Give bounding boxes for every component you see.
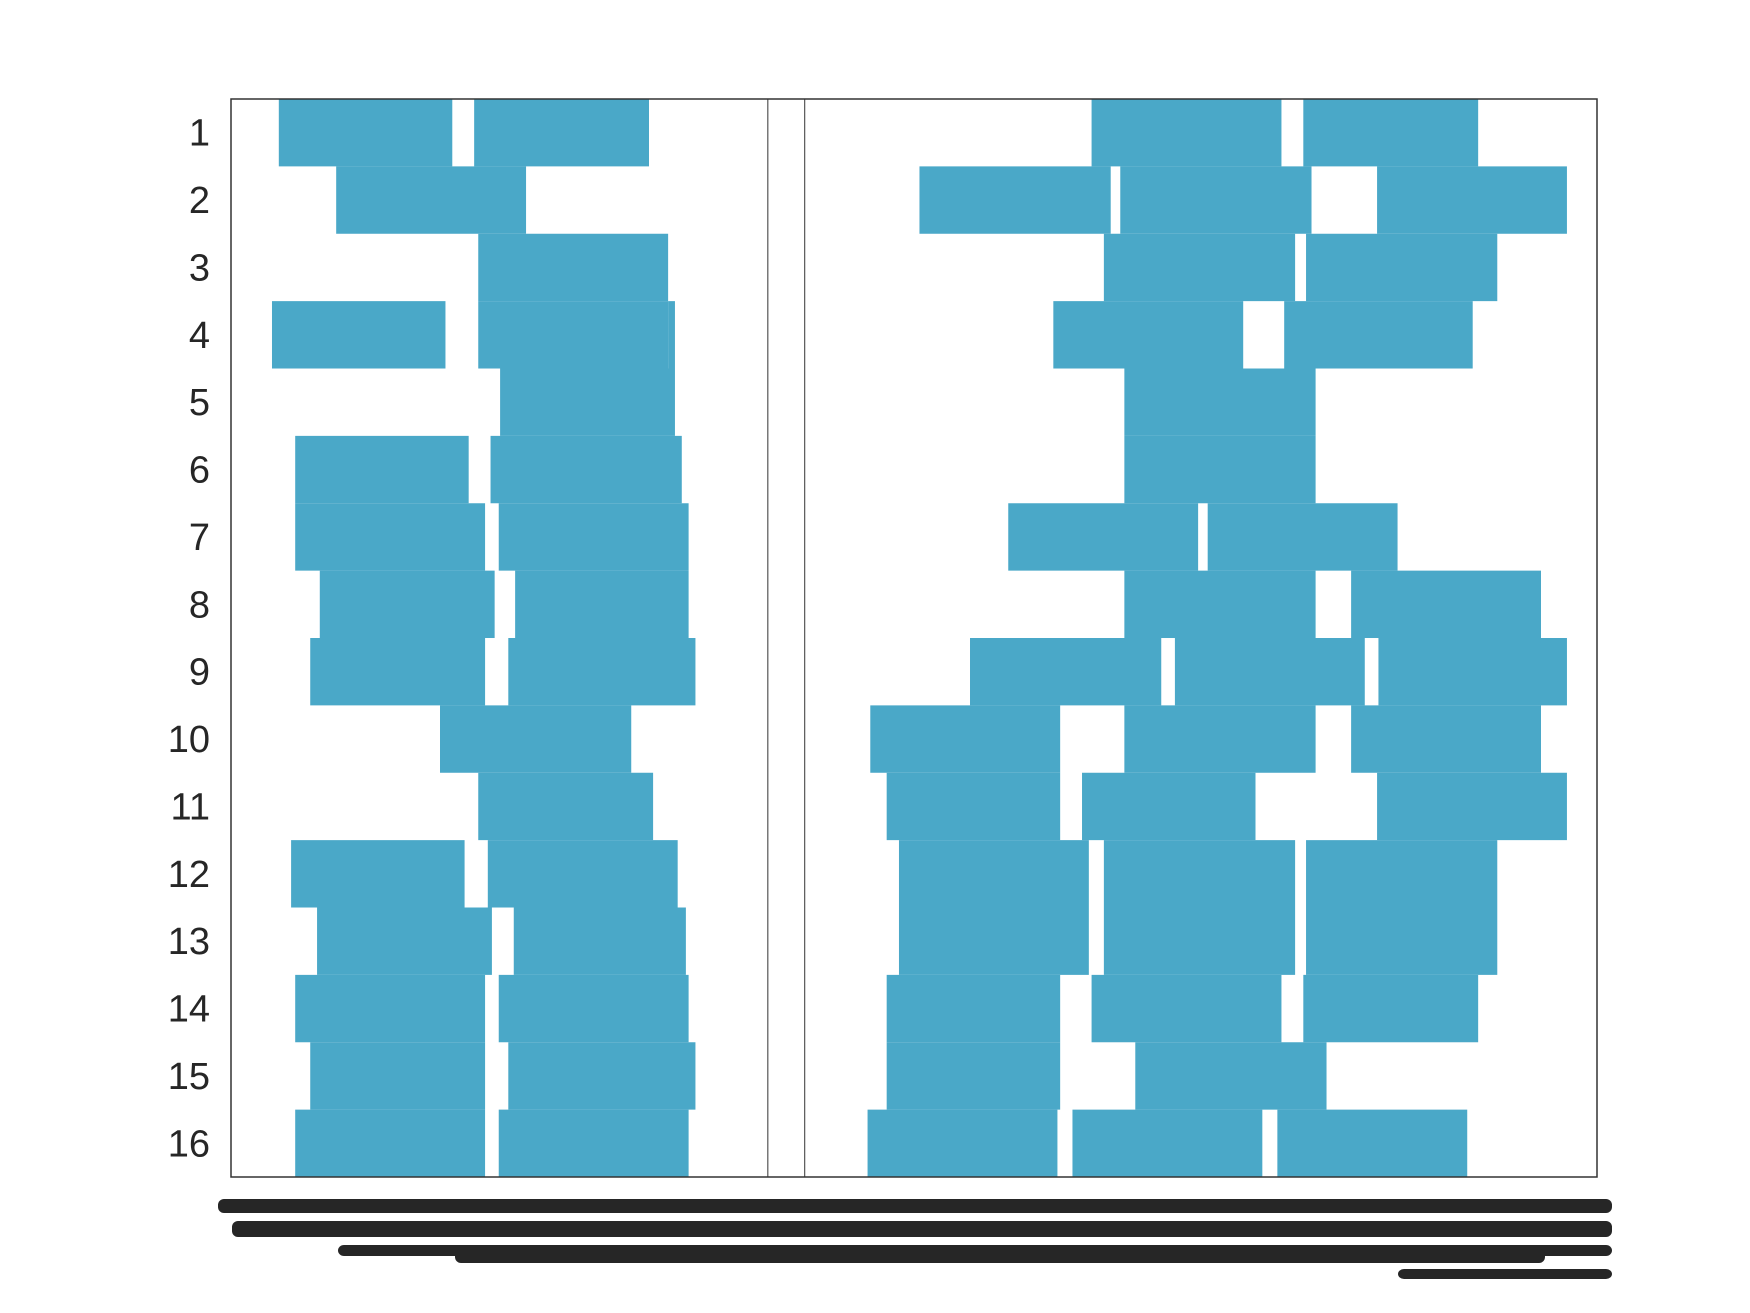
x-tick-labels-illegible <box>218 1199 1612 1279</box>
bar-row-2-segment-1 <box>336 166 527 234</box>
y-tick-label: 3 <box>189 247 210 289</box>
bar-row-2-segment-3 <box>1120 166 1312 234</box>
bar-row-1-segment-3 <box>1091 99 1282 167</box>
bar-row-7-segment-2 <box>498 503 689 571</box>
x-tick-label-smudge-5 <box>1398 1269 1612 1279</box>
bar-row-1-segment-4 <box>1303 99 1479 167</box>
y-tick-label: 1 <box>189 113 210 155</box>
bar-row-16-segment-4 <box>1072 1109 1263 1178</box>
bar-row-13-segment-1 <box>317 907 492 975</box>
bar-row-1-segment-2 <box>474 99 649 167</box>
bar-row-5-segment-1 <box>500 368 675 436</box>
bar-row-15-segment-4 <box>1135 1042 1327 1110</box>
bar-row-12-segment-3 <box>898 840 1089 908</box>
bar-row-9-segment-2 <box>508 638 696 706</box>
bar-row-8-segment-1 <box>319 570 495 639</box>
bar-row-12-segment-4 <box>1103 840 1296 908</box>
bar-row-2-segment-2 <box>919 166 1111 234</box>
x-tick-label-smudge-4 <box>455 1249 1545 1263</box>
y-tick-label: 7 <box>189 517 210 559</box>
bar-row-13-segment-5 <box>1306 907 1498 975</box>
y-tick-label: 6 <box>189 450 210 492</box>
bar-row-6-segment-2 <box>490 435 682 504</box>
bar-row-8-segment-4 <box>1351 570 1541 639</box>
bar-row-8-segment-3 <box>1124 570 1316 639</box>
bar-row-15-segment-1 <box>310 1042 486 1110</box>
bar-row-3-segment-3 <box>1306 233 1498 302</box>
bar-row-13-segment-2 <box>513 907 686 975</box>
bar-row-11-segment-4 <box>1377 772 1567 841</box>
x-tick-label-smudge-1 <box>218 1199 1612 1213</box>
bar-row-11-segment-2 <box>886 772 1061 841</box>
bar-row-8-segment-2 <box>515 570 689 639</box>
bar-row-11-segment-3 <box>1082 772 1256 841</box>
bar-row-16-segment-2 <box>498 1109 689 1178</box>
bar-row-14-segment-4 <box>1091 974 1282 1043</box>
bar-row-10-segment-1 <box>440 705 632 773</box>
bar-row-10-segment-3 <box>1124 705 1316 773</box>
bar-row-5-segment-2 <box>1124 368 1316 436</box>
bar-row-10-segment-2 <box>870 705 1061 773</box>
bar-row-14-segment-5 <box>1303 974 1479 1043</box>
bar-row-2-segment-4 <box>1377 166 1567 234</box>
bar-row-3-segment-2 <box>1103 233 1296 302</box>
bar-row-7-segment-4 <box>1207 503 1398 571</box>
bar-row-16-segment-3 <box>867 1109 1058 1178</box>
bars-layer <box>271 99 1567 1178</box>
bar-row-9-segment-1 <box>310 638 486 706</box>
bar-row-1-segment-1 <box>278 99 453 167</box>
plot-frame <box>230 98 1598 1178</box>
y-tick-label: 14 <box>168 989 210 1031</box>
bar-row-13-segment-3 <box>898 907 1089 975</box>
y-tick-label: 10 <box>168 719 210 761</box>
y-tick-label: 16 <box>168 1123 210 1165</box>
y-tick-label: 9 <box>189 652 210 694</box>
bar-row-7-segment-1 <box>295 503 486 571</box>
bar-row-4-segment-4 <box>1053 301 1244 369</box>
bar-row-15-segment-3 <box>886 1042 1061 1110</box>
bar-row-12-segment-1 <box>291 840 465 908</box>
y-tick-label: 4 <box>189 315 210 357</box>
bar-row-9-segment-4 <box>1174 638 1365 706</box>
x-tick-label-smudge-2 <box>232 1221 1612 1237</box>
bar-row-10-segment-4 <box>1351 705 1541 773</box>
bar-row-16-segment-5 <box>1277 1109 1468 1178</box>
bar-row-4-segment-2 <box>478 301 669 369</box>
bar-row-16-segment-1 <box>295 1109 486 1178</box>
y-tick-label: 12 <box>168 854 210 896</box>
bar-row-3-segment-1 <box>478 233 669 302</box>
y-tick-label: 11 <box>171 786 210 828</box>
bar-row-6-segment-1 <box>295 435 469 504</box>
bar-row-4-segment-3 <box>668 301 675 369</box>
bar-row-4-segment-1 <box>271 301 446 369</box>
axis-layer <box>230 98 1598 1178</box>
bar-row-11-segment-1 <box>478 772 654 841</box>
bar-row-15-segment-2 <box>508 1042 696 1110</box>
bar-row-4-segment-5 <box>1284 301 1473 369</box>
bar-row-12-segment-5 <box>1306 840 1498 908</box>
y-tick-label: 2 <box>189 180 210 222</box>
y-tick-label: 15 <box>168 1056 210 1098</box>
bar-row-9-segment-3 <box>970 638 1162 706</box>
bar-row-14-segment-3 <box>886 974 1061 1043</box>
bar-row-9-segment-5 <box>1378 638 1567 706</box>
y-tick-label: 8 <box>189 584 210 626</box>
y-tick-label: 13 <box>168 921 210 963</box>
y-tick-label: 5 <box>189 382 210 424</box>
bar-row-6-segment-3 <box>1124 435 1316 504</box>
bar-row-14-segment-1 <box>295 974 486 1043</box>
bar-row-14-segment-2 <box>498 974 689 1043</box>
bar-row-12-segment-2 <box>487 840 678 908</box>
bar-row-13-segment-4 <box>1103 907 1296 975</box>
bar-row-7-segment-3 <box>1008 503 1199 571</box>
